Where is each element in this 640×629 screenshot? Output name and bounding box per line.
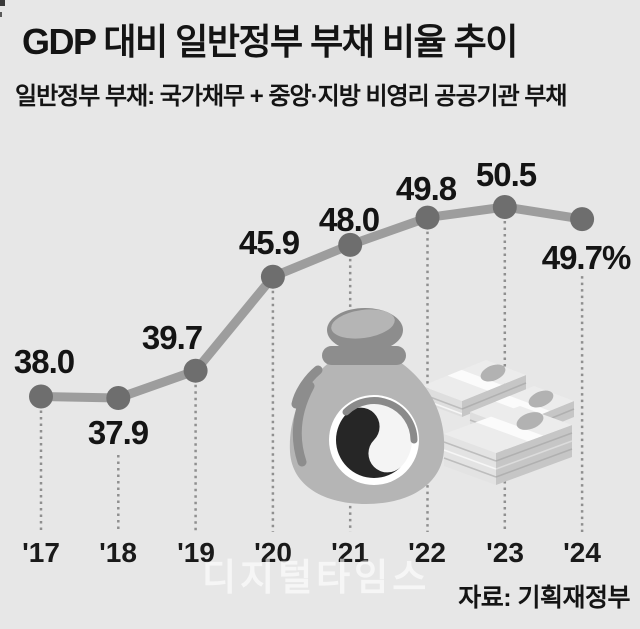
axis-tick-17: '17: [22, 537, 60, 568]
axis-tick-23: '23: [486, 537, 524, 568]
axis-tick-20: '20: [254, 537, 292, 568]
corner-artifact: [0, 0, 5, 6]
money-bag-icon: [289, 308, 445, 504]
taegeuk-emblem-icon: [329, 395, 419, 485]
value-label-23: 50.5: [475, 156, 537, 193]
axis-tick-24: '24: [563, 537, 601, 568]
axis-tick-19: '19: [177, 537, 215, 568]
chart-subtitle: 일반정부 부채: 국가채무 + 중앙·지방 비영리 공공기관 부채: [15, 83, 568, 110]
bag-neck-rope: [322, 346, 406, 365]
watermark: 디지털타임스: [202, 557, 431, 598]
banknote-stack-icon: [421, 359, 575, 485]
value-label-20: 45.9: [238, 224, 300, 261]
debt-ratio-line-series: [29, 194, 595, 410]
corner-artifact-small: [0, 12, 2, 17]
value-label-19: 39.7: [141, 319, 203, 356]
chart-title: GDP 대비 일반정부 부채 비율 추이: [22, 21, 518, 62]
bag-shadow-curve: [291, 365, 323, 467]
value-label-22: 49.8: [395, 170, 457, 207]
axis-tick-22: '22: [408, 537, 446, 568]
axis-tick-21: '21: [331, 537, 369, 568]
axis-tick-18: '18: [99, 537, 137, 568]
value-label-21: 48.0: [318, 201, 380, 238]
value-label-18: 37.9: [87, 414, 149, 451]
value-label-17: 38.0: [13, 343, 75, 380]
source-credit: 자료: 기획재정부: [458, 584, 630, 612]
value-label-24: 49.7%: [541, 239, 632, 276]
banknote-bottom-stack: [443, 406, 573, 485]
